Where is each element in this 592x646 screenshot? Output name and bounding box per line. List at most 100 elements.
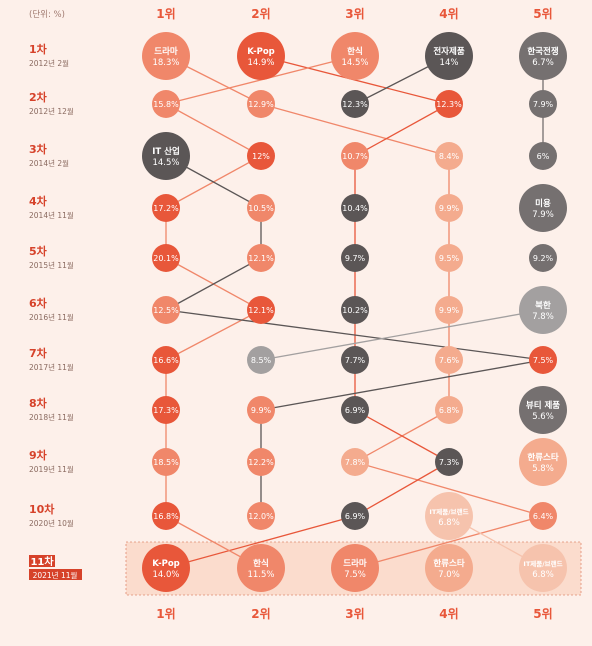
rank-node: 7.6% — [435, 346, 463, 374]
rank-category-label: K-Pop — [247, 47, 275, 57]
rank-header-bottom: 1위 — [156, 607, 175, 621]
rank-value-label: 12.3% — [436, 100, 462, 109]
rank-circle — [247, 296, 275, 324]
rank-category-label: IT 산업 — [152, 146, 180, 157]
rank-value-label: 20.1% — [153, 254, 179, 263]
rank-value-label: 12.1% — [248, 254, 274, 263]
rank-node: 8.5% — [247, 346, 275, 374]
rank-value-label: 17.2% — [153, 204, 179, 213]
rank-circle — [425, 492, 473, 540]
rank-circle — [247, 244, 275, 272]
rank-node: 9.5% — [435, 244, 463, 272]
rank-value-label: 12.3% — [342, 100, 368, 109]
round-label-box — [29, 555, 55, 567]
rank-circle — [529, 142, 557, 170]
rank-node: 12.9% — [247, 90, 275, 118]
rank-circle — [152, 244, 180, 272]
rank-circle — [519, 184, 567, 232]
rank-node: 6.4% — [529, 502, 557, 530]
rank-circle — [435, 448, 463, 476]
rank-node: 17.2% — [152, 194, 180, 222]
rank-value-label: 10.2% — [342, 306, 368, 315]
series-line — [165, 257, 262, 311]
rank-value-label: 8.5% — [251, 356, 272, 365]
rank-category-label: K-Pop — [152, 559, 180, 569]
rank-value-label: 14.9% — [247, 58, 274, 68]
rank-node: 10.7% — [341, 142, 369, 170]
rank-node: 7.7% — [341, 346, 369, 374]
round-date: 2014년 11월 — [29, 210, 74, 220]
rank-value-label: 17.3% — [153, 406, 179, 415]
rank-value-label: 7.7% — [345, 356, 366, 365]
rank-value-label: 10.4% — [342, 204, 368, 213]
rank-node: 뷰티 제품5.6% — [519, 386, 567, 434]
rank-node: 미용7.9% — [519, 184, 567, 232]
unit-label: (단위: %) — [29, 9, 65, 20]
rank-header-bottom: 3위 — [345, 607, 364, 621]
round-date: 2014년 2월 — [29, 158, 69, 168]
round-date: 2016년 11월 — [29, 312, 74, 322]
rank-circle — [341, 502, 369, 530]
rank-node: 7.9% — [529, 90, 557, 118]
rank-value-label: 6.9% — [345, 406, 366, 415]
rank-value-label: 7.6% — [439, 356, 460, 365]
rank-node: 12.5% — [152, 296, 180, 324]
series-line — [165, 515, 356, 569]
rank-value-label: 6.4% — [533, 512, 554, 521]
rank-value-label: 6.8% — [532, 570, 554, 580]
rank-header-top: 2위 — [251, 7, 270, 21]
rank-value-label: 9.7% — [345, 254, 366, 263]
series-line — [354, 461, 450, 517]
series-line — [165, 309, 544, 361]
rank-node: 12.3% — [341, 90, 369, 118]
rank-node: 12.3% — [435, 90, 463, 118]
rank-circle — [142, 544, 190, 592]
round-label: 1차 — [29, 42, 48, 56]
rank-node: 12.2% — [247, 448, 275, 476]
rank-circle — [519, 544, 567, 592]
rank-value-label: 7.9% — [533, 100, 554, 109]
rank-value-label: 12.9% — [248, 100, 274, 109]
rank-circle — [519, 438, 567, 486]
rank-value-label: 7.5% — [533, 356, 554, 365]
rank-node: 12% — [247, 142, 275, 170]
rank-circle — [435, 296, 463, 324]
rank-value-label: 6.9% — [345, 512, 366, 521]
rank-circle — [247, 396, 275, 424]
rank-value-label: 14% — [440, 58, 459, 68]
rank-circle — [435, 90, 463, 118]
rank-circle — [529, 346, 557, 374]
rank-value-label: 7.8% — [532, 312, 554, 322]
round-date: 2021년 11월 — [33, 570, 78, 580]
rank-node: 9.2% — [529, 244, 557, 272]
rank-node: 6% — [529, 142, 557, 170]
rank-node: 6.9% — [341, 502, 369, 530]
rank-value-label: 5.8% — [532, 464, 554, 474]
rank-category-label: IT제품/브랜드 — [429, 507, 468, 516]
rank-node: IT제품/브랜드 6.8% — [425, 492, 473, 540]
rank-value-label: 16.6% — [153, 356, 179, 365]
rank-value-label: 9.9% — [251, 406, 272, 415]
rank-node: 10.4% — [341, 194, 369, 222]
round-date: 2012년 2월 — [29, 58, 69, 68]
rank-value-label: 15.8% — [153, 100, 179, 109]
rank-node: 북한7.8% — [519, 286, 567, 334]
rank-circle — [529, 502, 557, 530]
rank-value-label: 11.5% — [247, 570, 274, 580]
rank-circle — [341, 142, 369, 170]
rank-value-label: 6.8% — [439, 406, 460, 415]
series-line — [260, 309, 544, 361]
rank-node: 12.1% — [247, 296, 275, 324]
rank-value-label: 12.0% — [248, 512, 274, 521]
round-date: 2020년 10월 — [29, 518, 74, 528]
rank-circle — [247, 142, 275, 170]
rank-value-label: 12.1% — [248, 306, 274, 315]
rank-circle — [152, 194, 180, 222]
rank-value-label: 5.6% — [532, 412, 554, 422]
rank-node: 10.5% — [247, 194, 275, 222]
rank-value-label: 7.0% — [438, 570, 460, 580]
rank-header-top: 1위 — [156, 7, 175, 21]
